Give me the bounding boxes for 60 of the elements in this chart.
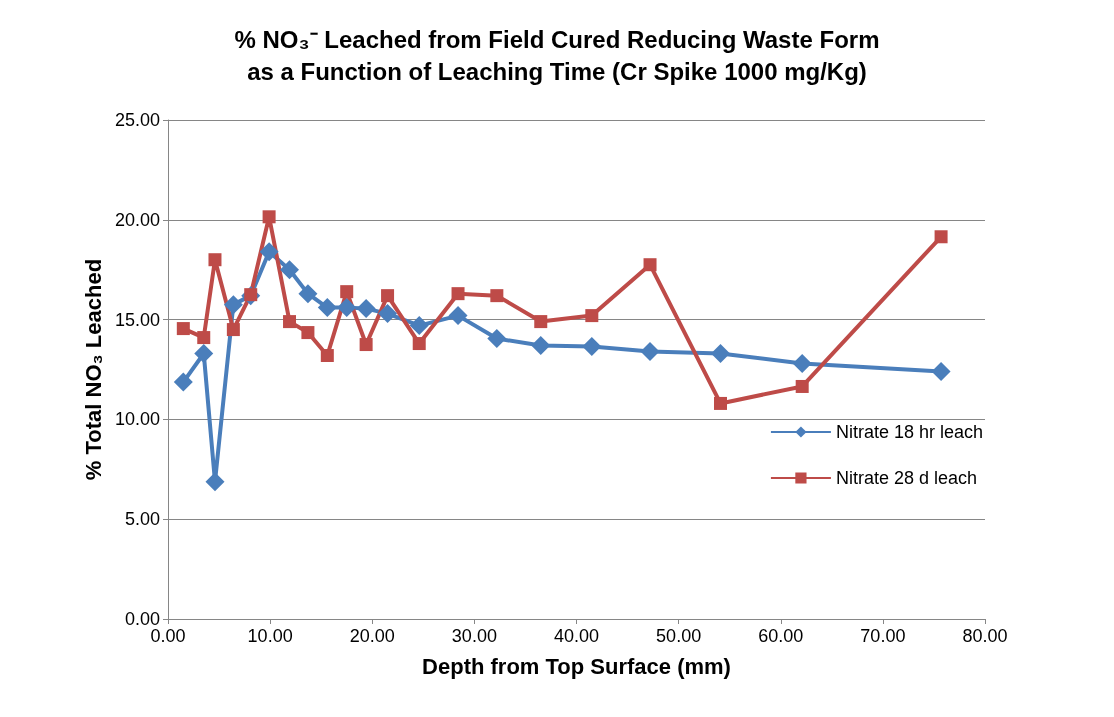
y-tick-label: 15.00 — [114, 309, 160, 330]
point — [534, 315, 548, 329]
point — [711, 344, 730, 364]
x-tick-label: 10.00 — [247, 626, 293, 646]
x-tick-label: 0.00 — [150, 626, 186, 646]
y-tick-label: 10.00 — [114, 409, 160, 430]
point — [451, 287, 465, 301]
point — [226, 323, 240, 337]
point — [792, 354, 812, 374]
chart-title: % NO₃⁻ Leached from Field Cured Reducing Waste Form as a Function of Leaching Time (Cr Spike 1000 mg/Kg) — [234, 25, 880, 85]
point — [340, 285, 354, 299]
point — [298, 284, 318, 304]
x-tick-label: 40.00 — [553, 626, 600, 646]
y-tick-label: 5.00 — [124, 509, 160, 530]
point — [280, 260, 300, 280]
y-tick-label: 25.00 — [114, 110, 160, 130]
point — [640, 342, 660, 362]
x-tick-label: 50.00 — [656, 626, 702, 646]
x-tick-label: 70.00 — [860, 626, 906, 646]
point — [378, 304, 398, 324]
point — [585, 309, 599, 323]
y-tick-label: 0.00 — [124, 609, 160, 629]
point — [490, 289, 504, 303]
x-tick-label: 60.00 — [758, 626, 804, 646]
point — [317, 298, 337, 318]
point — [259, 242, 279, 262]
y-axis-title: % Total NO₃ Leached — [80, 258, 106, 481]
point — [381, 289, 395, 303]
point — [320, 349, 334, 363]
x-axis-title: Depth from Top Surface (mm) — [422, 653, 731, 679]
point — [531, 336, 551, 356]
point — [795, 379, 809, 393]
point — [931, 362, 951, 381]
point — [934, 230, 948, 244]
point — [301, 326, 315, 340]
y-tick-label: 20.00 — [114, 209, 160, 230]
point — [176, 322, 190, 336]
point — [409, 316, 429, 336]
point — [412, 337, 426, 351]
point — [356, 299, 376, 319]
point — [487, 329, 507, 349]
legend-label: Nitrate 18 hr leach — [835, 422, 983, 442]
point — [194, 344, 214, 364]
point — [714, 396, 727, 410]
legend-label: Nitrate 28 d leach — [835, 468, 978, 488]
point — [197, 331, 211, 345]
x-tick-label: 20.00 — [349, 626, 395, 646]
x-tick-label: 30.00 — [451, 626, 497, 646]
point — [643, 258, 657, 272]
point — [223, 295, 243, 315]
point — [582, 337, 602, 357]
point — [337, 298, 357, 318]
point — [283, 315, 297, 329]
point — [208, 253, 222, 267]
point — [359, 338, 373, 352]
point — [262, 210, 276, 224]
point — [448, 306, 468, 326]
point — [173, 372, 193, 392]
x-tick-label: 80.00 — [962, 626, 1008, 646]
point — [205, 472, 225, 492]
